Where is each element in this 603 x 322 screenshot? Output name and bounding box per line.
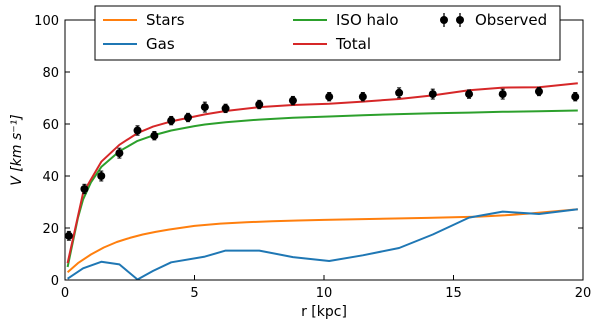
observed-point <box>288 95 297 106</box>
x-axis-label: r [kpc] <box>301 304 347 320</box>
observed-point <box>498 88 507 100</box>
x-tick-label: 10 <box>316 286 333 301</box>
observed-marker <box>325 92 334 101</box>
plot-background <box>65 20 583 280</box>
observed-marker <box>200 103 209 112</box>
observed-marker <box>358 92 367 101</box>
observed-point <box>115 147 124 159</box>
observed-marker <box>133 126 142 135</box>
legend-label-stars: Stars <box>146 11 185 29</box>
observed-marker <box>571 92 580 101</box>
observed-point <box>200 101 209 113</box>
y-tick-label: 60 <box>42 118 59 133</box>
observed-marker <box>498 90 507 99</box>
legend-label-iso-halo: ISO halo <box>336 11 399 29</box>
observed-point <box>64 230 73 241</box>
observed-marker <box>184 113 193 122</box>
observed-point <box>358 92 367 102</box>
y-tick-label: 40 <box>42 170 59 185</box>
legend-observed-dot <box>440 16 448 24</box>
observed-marker <box>395 88 404 97</box>
y-tick-label: 0 <box>51 274 59 289</box>
axis-ticks: 0 5 10 15 20 0 20 40 60 80 100 <box>34 14 591 301</box>
y-tick-label: 20 <box>42 222 59 237</box>
observed-point <box>428 88 437 100</box>
observed-point <box>184 112 193 123</box>
legend-label-total: Total <box>335 35 371 53</box>
x-tick-label: 5 <box>190 286 198 301</box>
y-tick-label: 100 <box>34 14 59 29</box>
observed-marker <box>255 100 264 109</box>
legend-box <box>94 5 561 61</box>
plot-area <box>65 20 583 280</box>
observed-marker <box>221 104 230 113</box>
observed-marker <box>150 131 159 140</box>
observed-point <box>221 103 230 114</box>
observed-point <box>97 170 106 182</box>
legend-swatch-observed <box>440 13 464 27</box>
legend-label-gas: Gas <box>146 35 175 53</box>
observed-point <box>534 86 543 97</box>
observed-marker <box>428 90 437 99</box>
observed-point <box>167 115 176 126</box>
x-tick-label: 0 <box>61 286 69 301</box>
observed-marker <box>288 96 297 105</box>
x-tick-label: 20 <box>575 286 592 301</box>
observed-point <box>255 99 264 110</box>
observed-marker <box>115 149 124 158</box>
series-line-iso-halo <box>66 109 578 268</box>
observed-marker <box>167 116 176 125</box>
x-tick-label: 15 <box>445 286 462 301</box>
observed-marker <box>64 231 73 240</box>
legend-label-observed: Observed <box>475 11 547 29</box>
observed-point <box>325 92 334 102</box>
observed-marker <box>97 172 106 180</box>
series-line-gas <box>67 208 578 281</box>
legend: Stars Gas ISO halo Total Observed <box>94 5 561 61</box>
observed-point <box>465 89 474 99</box>
observed-point <box>395 87 404 99</box>
observed-point <box>133 125 142 136</box>
observed-point <box>571 92 580 102</box>
observed-point <box>150 131 159 141</box>
y-axis-label: V [km s⁻¹] <box>9 114 25 185</box>
observed-point <box>80 183 89 195</box>
legend-observed-dot <box>456 16 464 24</box>
observed-marker <box>534 87 543 96</box>
observed-marker <box>80 185 89 193</box>
y-tick-label: 80 <box>42 66 59 81</box>
observed-marker <box>465 90 474 99</box>
observed-layer <box>64 86 580 241</box>
